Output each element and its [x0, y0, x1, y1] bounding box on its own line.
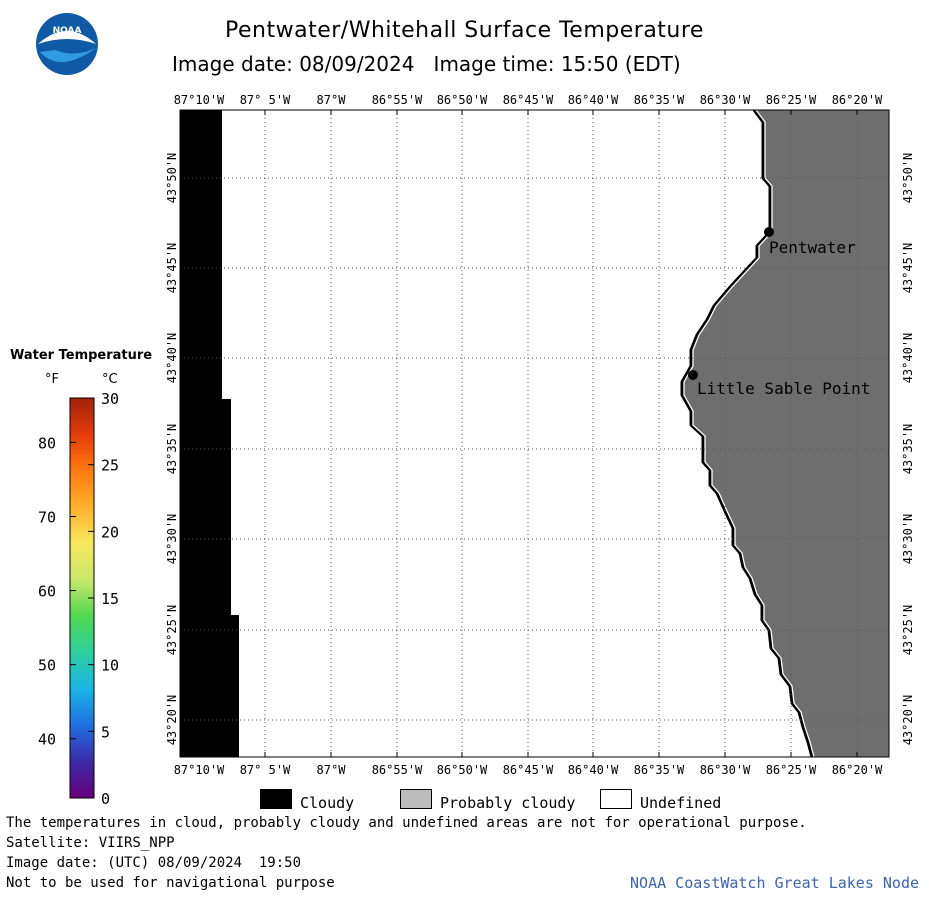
graticule [180, 110, 889, 757]
longitude-label: 87°10'W [174, 93, 225, 107]
latitude-label: 43°45'N [165, 243, 179, 294]
probably-cloudy-label: Probably cloudy [440, 794, 576, 812]
latitude-label: 43°40'N [165, 333, 179, 384]
fahrenheit-tick-label: 40 [38, 731, 56, 749]
fahrenheit-tick-label: 50 [38, 657, 56, 675]
latitude-label: 43°30'N [165, 514, 179, 565]
shoreline-inner [683, 109, 815, 758]
noaa-logo-text: NOAA [53, 26, 82, 36]
latitude-label: 43°20'N [165, 695, 179, 746]
celsius-tick-label: 10 [101, 657, 119, 675]
celsius-tick-label: 20 [101, 523, 119, 541]
fahrenheit-tick-label: 80 [38, 434, 56, 452]
navigation-warning: Not to be used for navigational purpose [6, 875, 335, 891]
noaa-logo-wave-bottom [40, 48, 96, 63]
map-title: Pentwater/Whitehall Surface Temperature [225, 18, 704, 43]
latitude-label: 43°45'N [901, 243, 915, 294]
fahrenheit-tick-label: 70 [38, 509, 56, 527]
pentwater-marker [764, 227, 774, 237]
latitude-label: 43°50'N [165, 153, 179, 204]
map-frame [179, 109, 890, 758]
fahrenheit-header: °F [45, 372, 59, 387]
cloudy-label: Cloudy [300, 794, 355, 812]
longitude-label: 86°50'W [437, 763, 488, 777]
fahrenheit-tick-label: 60 [38, 583, 56, 601]
latitude-label: 43°35'N [165, 424, 179, 475]
little-sable-point-marker [688, 370, 698, 380]
longitude-label: 86°20'W [832, 763, 883, 777]
disclaimer-text: The temperatures in cloud, probably clou… [6, 815, 807, 831]
longitude-label: 87° 5'W [240, 763, 291, 777]
land-region [682, 110, 889, 757]
longitude-label: 87°W [317, 763, 347, 777]
longitude-label: 86°40'W [568, 763, 619, 777]
latitude-label: 43°40'N [901, 333, 915, 384]
longitude-label: 86°50'W [437, 93, 488, 107]
longitude-label: 86°25'W [766, 763, 817, 777]
celsius-tick-label: 25 [101, 457, 119, 475]
latitude-label: 43°30'N [901, 514, 915, 565]
latitude-label: 43°35'N [901, 424, 915, 475]
longitude-label: 86°35'W [634, 763, 685, 777]
longitude-label: 87° 5'W [240, 93, 291, 107]
celsius-header: °C [102, 372, 118, 387]
longitude-label: 87°W [317, 93, 347, 107]
celsius-tick-label: 0 [101, 790, 110, 808]
image-datetime: Image date: 08/09/2024 Image time: 15:50… [172, 52, 681, 76]
image-time: Image time: 15:50 (EDT) [433, 52, 681, 76]
satellite-text: Satellite: VIIRS_NPP [6, 835, 175, 851]
longitude-labels-top: 87°10'W 87° 5'W 87°W 86°55'W 86°50'W 86°45'W 8… [174, 93, 883, 107]
longitude-label: 86°40'W [568, 93, 619, 107]
pentwater-label: Pentwater [769, 238, 856, 257]
map-area: Pentwater Little Sable Point [179, 109, 890, 758]
celsius-ticks: 30 25 20 15 10 5 0 [88, 390, 119, 808]
longitude-label: 86°30'W [700, 93, 751, 107]
longitude-label: 86°30'W [700, 763, 751, 777]
credit-text: NOAA CoastWatch Great Lakes Node [630, 874, 919, 892]
latitude-label: 43°50'N [901, 153, 915, 204]
undefined-swatch [600, 789, 632, 809]
celsius-tick-label: 15 [101, 590, 119, 608]
latitude-label: 43°25'N [165, 605, 179, 656]
longitude-label: 86°20'W [832, 93, 883, 107]
utc-date-text: Image date: (UTC) 08/09/2024 19:50 [6, 855, 302, 871]
celsius-tick-label: 30 [101, 390, 119, 408]
longitude-label: 86°55'W [372, 93, 423, 107]
longitude-label: 86°45'W [503, 93, 554, 107]
noaa-logo-circle [36, 13, 98, 75]
cloudy-region [180, 110, 239, 757]
latitude-labels-left: 43°50'N 43°45'N 43°40'N 43°35'N 43°30'N 43°25… [165, 153, 179, 746]
temperature-legend-title: Water Temperature [10, 348, 152, 363]
undefined-label: Undefined [640, 794, 722, 812]
longitude-label: 86°35'W [634, 93, 685, 107]
longitude-label: 86°25'W [766, 93, 817, 107]
noaa-logo: NOAA [36, 13, 98, 75]
latitude-label: 43°25'N [901, 605, 915, 656]
shoreline [680, 109, 814, 758]
longitude-label: 86°45'W [503, 763, 554, 777]
cloudy-swatch [260, 789, 292, 809]
latitude-labels-right: 43°50'N 43°45'N 43°40'N 43°35'N 43°30'N 43°25… [901, 153, 915, 746]
latitude-label: 43°20'N [901, 695, 915, 746]
longitude-labels-bottom: 87°10'W 87° 5'W 87°W 86°55'W 86°50'W 86°45'W 8… [174, 763, 883, 777]
longitude-label: 87°10'W [174, 763, 225, 777]
probably-cloudy-swatch [400, 789, 432, 809]
longitude-label: 86°55'W [372, 763, 423, 777]
celsius-tick-label: 5 [101, 723, 110, 741]
noaa-logo-wave-top [38, 31, 96, 44]
fahrenheit-ticks: 80 70 60 50 40 [38, 434, 76, 749]
image-date: Image date: 08/09/2024 [172, 52, 415, 76]
little-sable-point-label: Little Sable Point [697, 379, 870, 398]
